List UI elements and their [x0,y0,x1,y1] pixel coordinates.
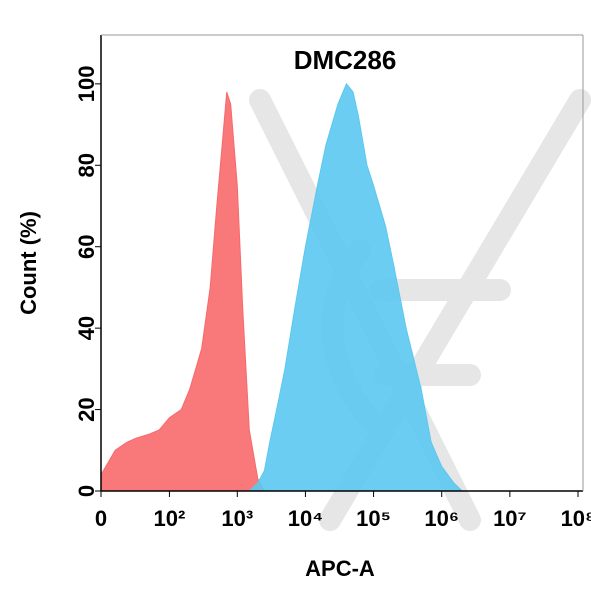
x-axis-label: APC-A [305,556,375,581]
x-tick-label: 10³ [221,506,253,531]
chart-title: DMC286 [294,45,397,75]
x-tick-label: 0 [95,506,107,531]
y-tick-label: 100 [74,65,99,102]
y-tick-label: 60 [74,234,99,258]
y-tick-label: 40 [74,316,99,340]
plot: 0 20 40 60 80 100 0 10² 10³ 10⁴ 10⁵ 10⁶ 10⁷ 10⁸ [74,34,591,531]
y-tick-label: 0 [74,485,99,497]
x-tick-label: 10² [154,506,186,531]
y-tick-label: 80 [74,153,99,177]
x-tick-label: 10⁴ [288,506,323,531]
x-tick-label: 10⁸ [561,506,591,531]
y-axis-label: Count (%) [16,211,41,315]
x-tick-label: 10⁵ [356,506,391,531]
x-tick-label: 10⁷ [493,506,527,531]
x-tick-label: 10⁶ [424,506,459,531]
histogram-area [100,91,266,492]
histogram-area [248,82,464,492]
y-tick-label: 20 [74,397,99,421]
